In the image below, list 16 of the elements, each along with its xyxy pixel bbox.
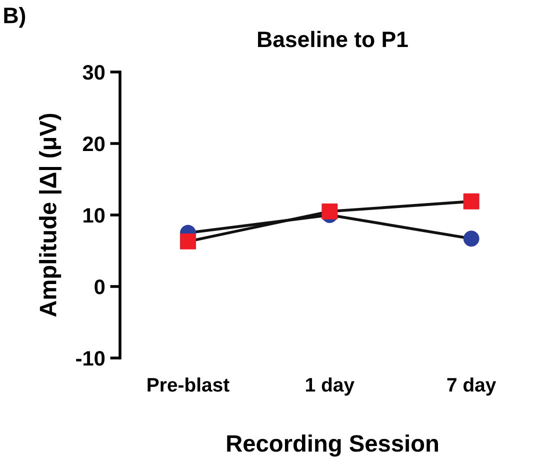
y-tick-label: 10 <box>84 208 105 223</box>
y-tick-label: 0 <box>94 280 105 294</box>
y-tick-label: 20 <box>82 136 105 152</box>
point <box>463 193 480 210</box>
chart-title: Baseline to P1 <box>258 30 408 48</box>
point <box>322 203 338 220</box>
x-tick-label: Pre-blast <box>148 377 230 392</box>
point <box>463 230 480 247</box>
y-axis-title: Amplitude |Δ| (μV) <box>39 114 62 317</box>
point <box>180 233 196 250</box>
x-axis-title: Recording Session <box>227 434 438 457</box>
y-tick-label: 30 <box>82 65 105 80</box>
x-tick-label: 7 day <box>447 377 496 396</box>
x-tick-label: 1 day <box>306 377 354 396</box>
y-tick-label: -10 <box>76 351 105 366</box>
text: B) <box>4 6 26 28</box>
